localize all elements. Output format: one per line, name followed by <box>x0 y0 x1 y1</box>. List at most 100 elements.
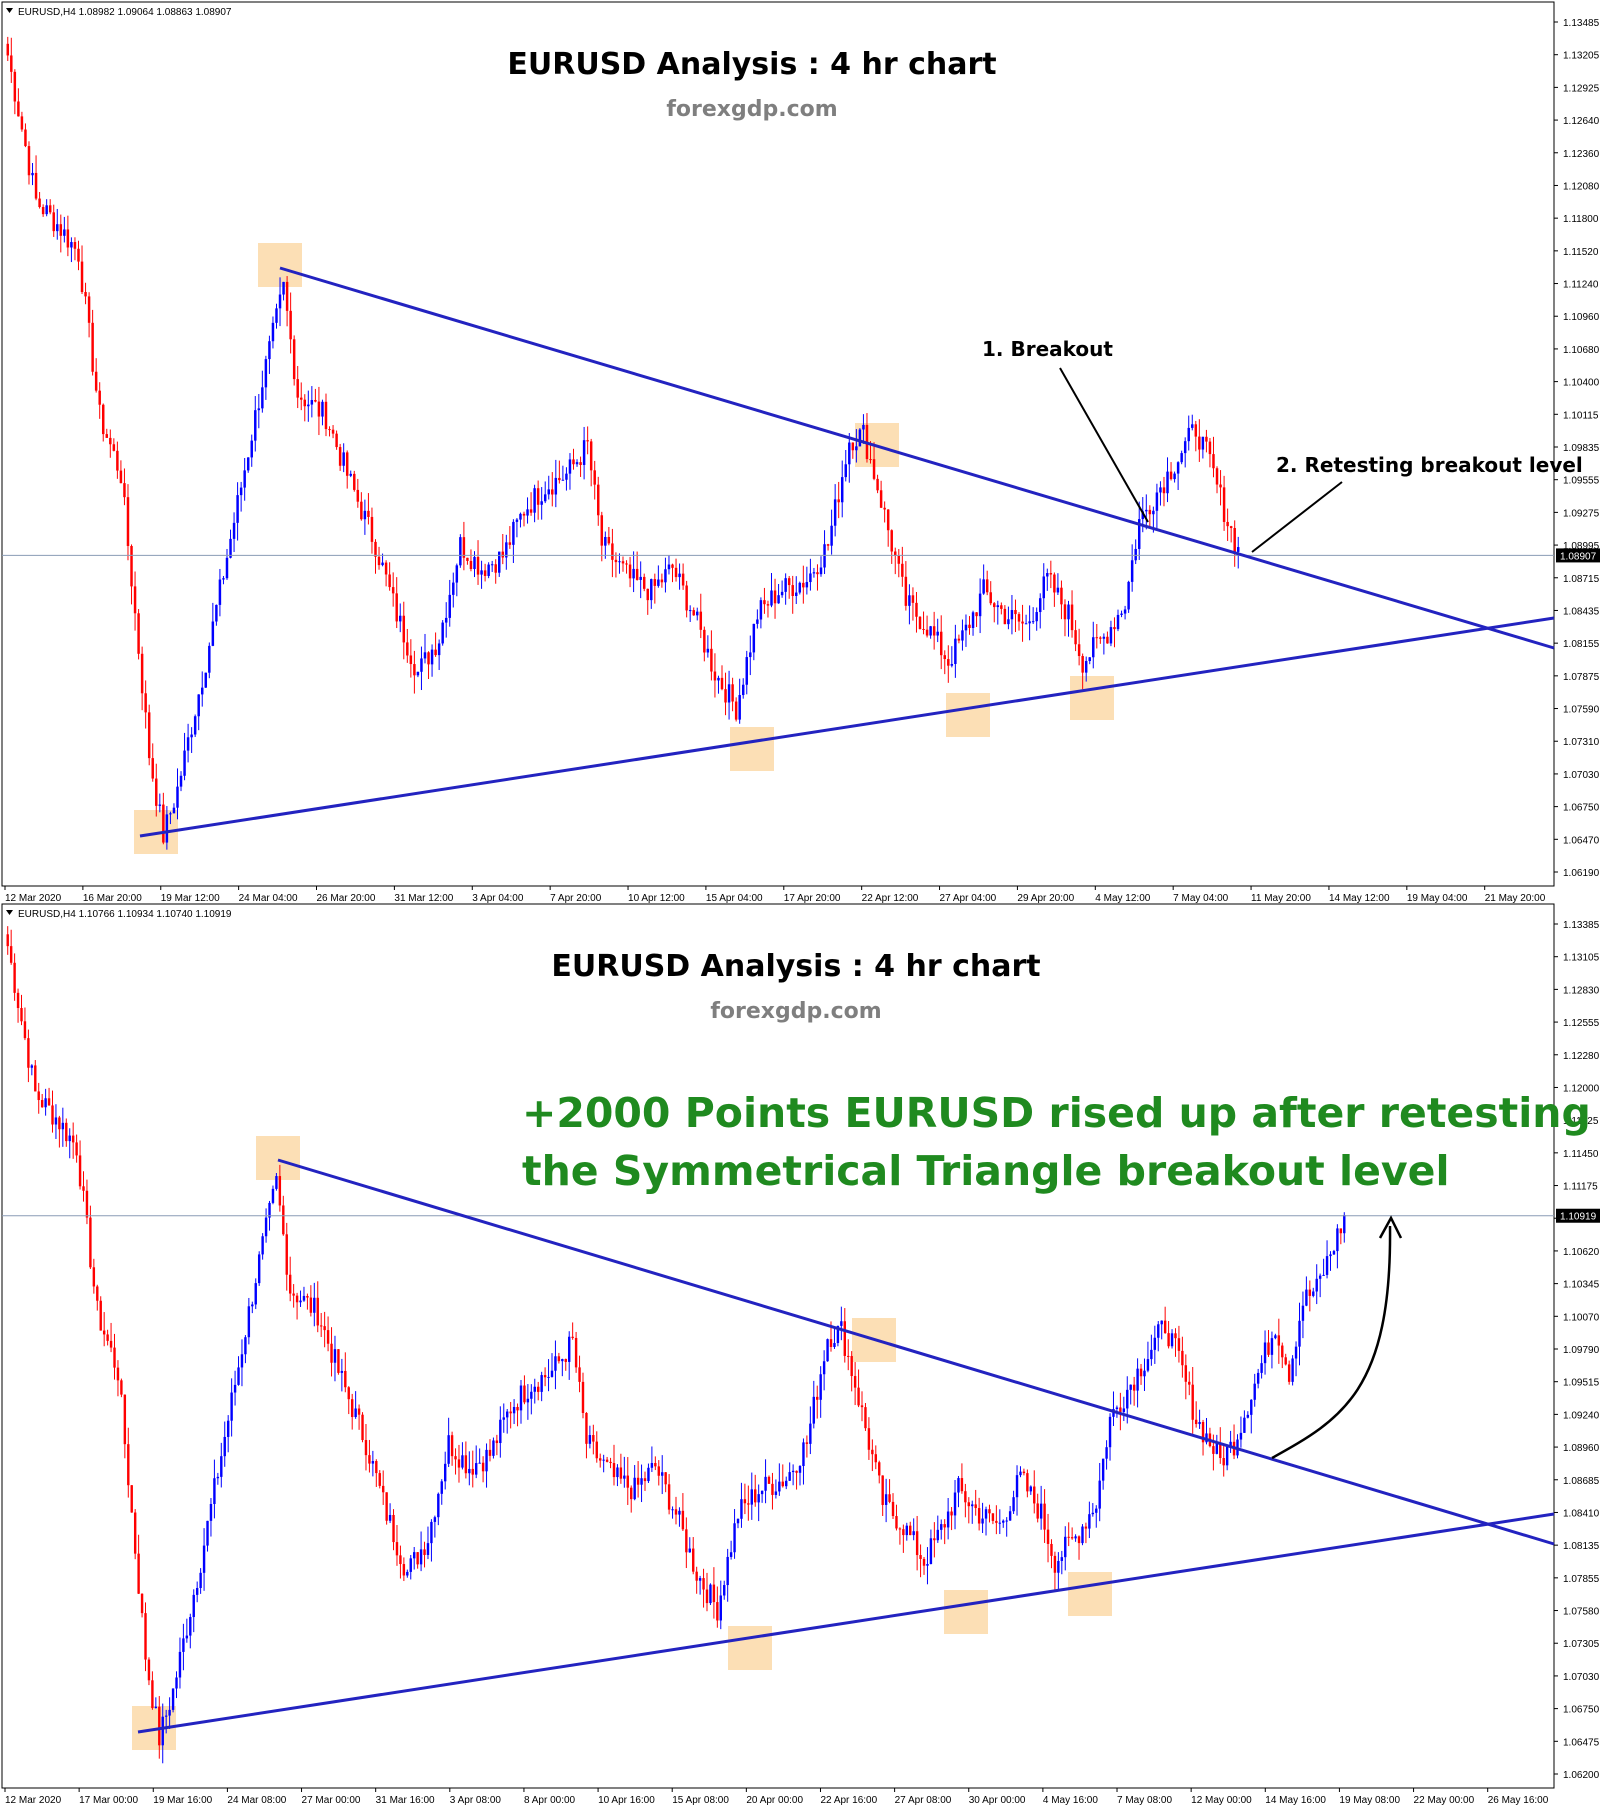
candle-body <box>314 399 317 402</box>
candle-body <box>833 1343 836 1347</box>
candle-body <box>202 1545 206 1573</box>
candle-body <box>749 652 752 658</box>
candle-body <box>780 591 784 596</box>
candle-body <box>402 615 406 643</box>
candle-body <box>574 1337 578 1368</box>
candle-body <box>223 1436 226 1457</box>
x-tick-label: 4 May 16:00 <box>1043 1795 1098 1806</box>
candle-body <box>642 576 646 589</box>
candle-body <box>1187 427 1190 442</box>
candle-body <box>98 390 101 405</box>
candle-body <box>313 1297 316 1313</box>
candle-body <box>44 1098 47 1108</box>
annotation-retest: 2. Retesting breakout level <box>1276 453 1583 477</box>
candle-body <box>232 522 236 539</box>
candle-body <box>581 1381 585 1413</box>
candle-body <box>1046 1529 1050 1544</box>
y-tick-label: 1.09835 <box>1563 443 1600 454</box>
x-tick-label: 19 Mar 12:00 <box>161 893 220 904</box>
candle-body <box>688 610 692 612</box>
candle-body <box>678 573 681 578</box>
candle-body <box>38 198 41 208</box>
x-tick-label: 4 May 12:00 <box>1095 893 1150 904</box>
candle-body <box>1119 1407 1122 1412</box>
candle-body <box>9 946 13 963</box>
candle-body <box>395 1542 399 1556</box>
candle-body <box>971 1504 974 1507</box>
candle-body <box>278 1176 282 1206</box>
candle-body <box>781 1481 784 1487</box>
candle-body <box>822 1361 826 1375</box>
candle-body <box>392 1514 395 1543</box>
candle-body <box>292 339 296 380</box>
x-tick-label: 17 Apr 20:00 <box>784 893 841 904</box>
candle-body <box>671 564 674 568</box>
candle-body <box>692 610 695 616</box>
chart-header: EURUSD,H4 1.10766 1.10934 1.10740 1.1091… <box>18 909 232 920</box>
candle-body <box>1050 1543 1053 1556</box>
candle-body <box>778 1481 781 1492</box>
candle-body <box>309 1297 313 1313</box>
ascending-trendline <box>137 1512 1555 1734</box>
y-tick-label: 1.06200 <box>1563 1770 1600 1781</box>
current-price-badge: 1.10919 <box>1556 1208 1600 1223</box>
candle-body <box>869 459 872 461</box>
x-tick-label: 12 May 00:00 <box>1191 1795 1252 1806</box>
candle-body <box>237 1367 240 1385</box>
candle-body <box>904 576 908 606</box>
y-tick-label: 1.08435 <box>1563 606 1600 617</box>
candle-body <box>154 1706 158 1709</box>
x-tick-label: 7 May 08:00 <box>1117 1795 1172 1806</box>
candle-body <box>833 499 837 526</box>
candle-body <box>922 1558 926 1566</box>
candle-body <box>1246 1414 1250 1418</box>
candle-body <box>626 1475 629 1488</box>
candle-body <box>1029 1486 1033 1492</box>
candle-body <box>897 555 901 564</box>
chart-menu-icon[interactable] <box>6 8 13 13</box>
candle-body <box>1236 547 1240 552</box>
candle-body <box>434 649 437 656</box>
candle-body <box>321 401 324 417</box>
candle-body <box>712 1584 716 1603</box>
annotation-breakout: 1. Breakout <box>982 337 1113 361</box>
candle-body <box>1166 471 1169 494</box>
candle-body <box>829 1339 833 1347</box>
candle-body <box>767 1476 771 1484</box>
candle-body <box>218 579 222 605</box>
candle-body <box>1143 1370 1146 1377</box>
candle-body <box>628 564 632 579</box>
candle-body <box>1123 609 1127 614</box>
candle-body <box>20 116 24 130</box>
candle-body <box>724 689 727 703</box>
candle-body <box>529 509 533 513</box>
current-price-badge-bg <box>1556 1208 1600 1223</box>
candle-body <box>1215 468 1219 485</box>
candle-body <box>950 664 954 666</box>
current-price-label: 1.08907 <box>1560 551 1597 562</box>
candle-body <box>13 962 16 993</box>
candle-body <box>968 624 971 628</box>
candle-body <box>1049 573 1053 575</box>
chart-menu-icon[interactable] <box>6 910 13 915</box>
candle-body <box>147 712 151 759</box>
candle-body <box>1229 526 1233 529</box>
candle-body <box>158 804 162 806</box>
candle-body <box>89 1217 92 1268</box>
candle-body <box>225 557 229 579</box>
candle-body <box>116 450 119 471</box>
chart-subtitle: forexgdp.com <box>710 999 881 1024</box>
candle-body <box>45 205 48 215</box>
candle-body <box>915 602 918 617</box>
candle-body <box>685 1529 688 1553</box>
y-tick-label: 1.08960 <box>1563 1443 1600 1454</box>
candle-body <box>331 429 335 434</box>
candle-body <box>579 462 582 465</box>
candle-body <box>450 1435 454 1457</box>
candle-body <box>123 483 126 498</box>
candle-body <box>468 1468 471 1474</box>
candle-body <box>1132 1384 1136 1391</box>
y-tick-label: 1.06750 <box>1563 1705 1600 1716</box>
candle-body <box>462 537 466 558</box>
